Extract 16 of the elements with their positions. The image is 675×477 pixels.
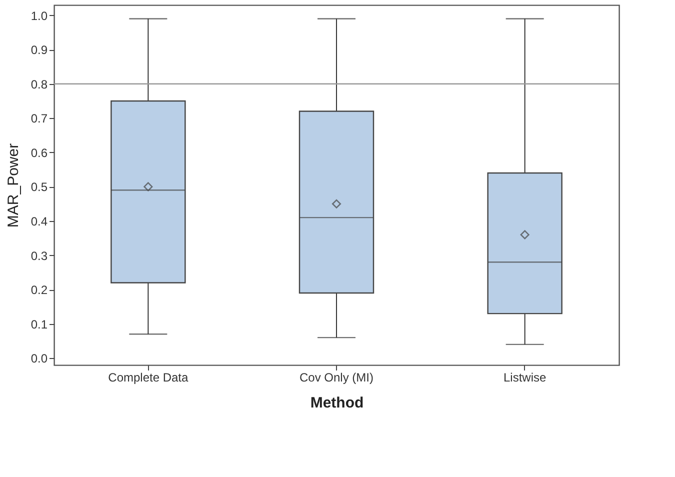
y-tick-label: 0.3 xyxy=(30,248,48,263)
y-tick-label: 0.4 xyxy=(30,214,48,228)
y-tick-label: 0.1 xyxy=(30,317,48,332)
x-tick-label: Listwise xyxy=(503,370,546,384)
y-axis-title: MAR_Power xyxy=(4,143,22,228)
y-tick-label: 0.5 xyxy=(30,180,48,194)
y-tick-label: 0.6 xyxy=(30,146,48,160)
x-tick-label: Cov Only (MI) xyxy=(299,370,374,384)
y-tick-label: 0.0 xyxy=(30,352,48,366)
x-tick-label: Complete Data xyxy=(108,370,189,384)
y-tick-label: 0.9 xyxy=(30,43,48,58)
x-axis-title: Method xyxy=(310,394,364,412)
y-tick-label: 1.0 xyxy=(30,8,48,23)
y-tick-label: 0.8 xyxy=(30,77,48,92)
y-tick-label: 0.7 xyxy=(30,112,48,126)
y-tick-label: 0.2 xyxy=(30,283,48,298)
